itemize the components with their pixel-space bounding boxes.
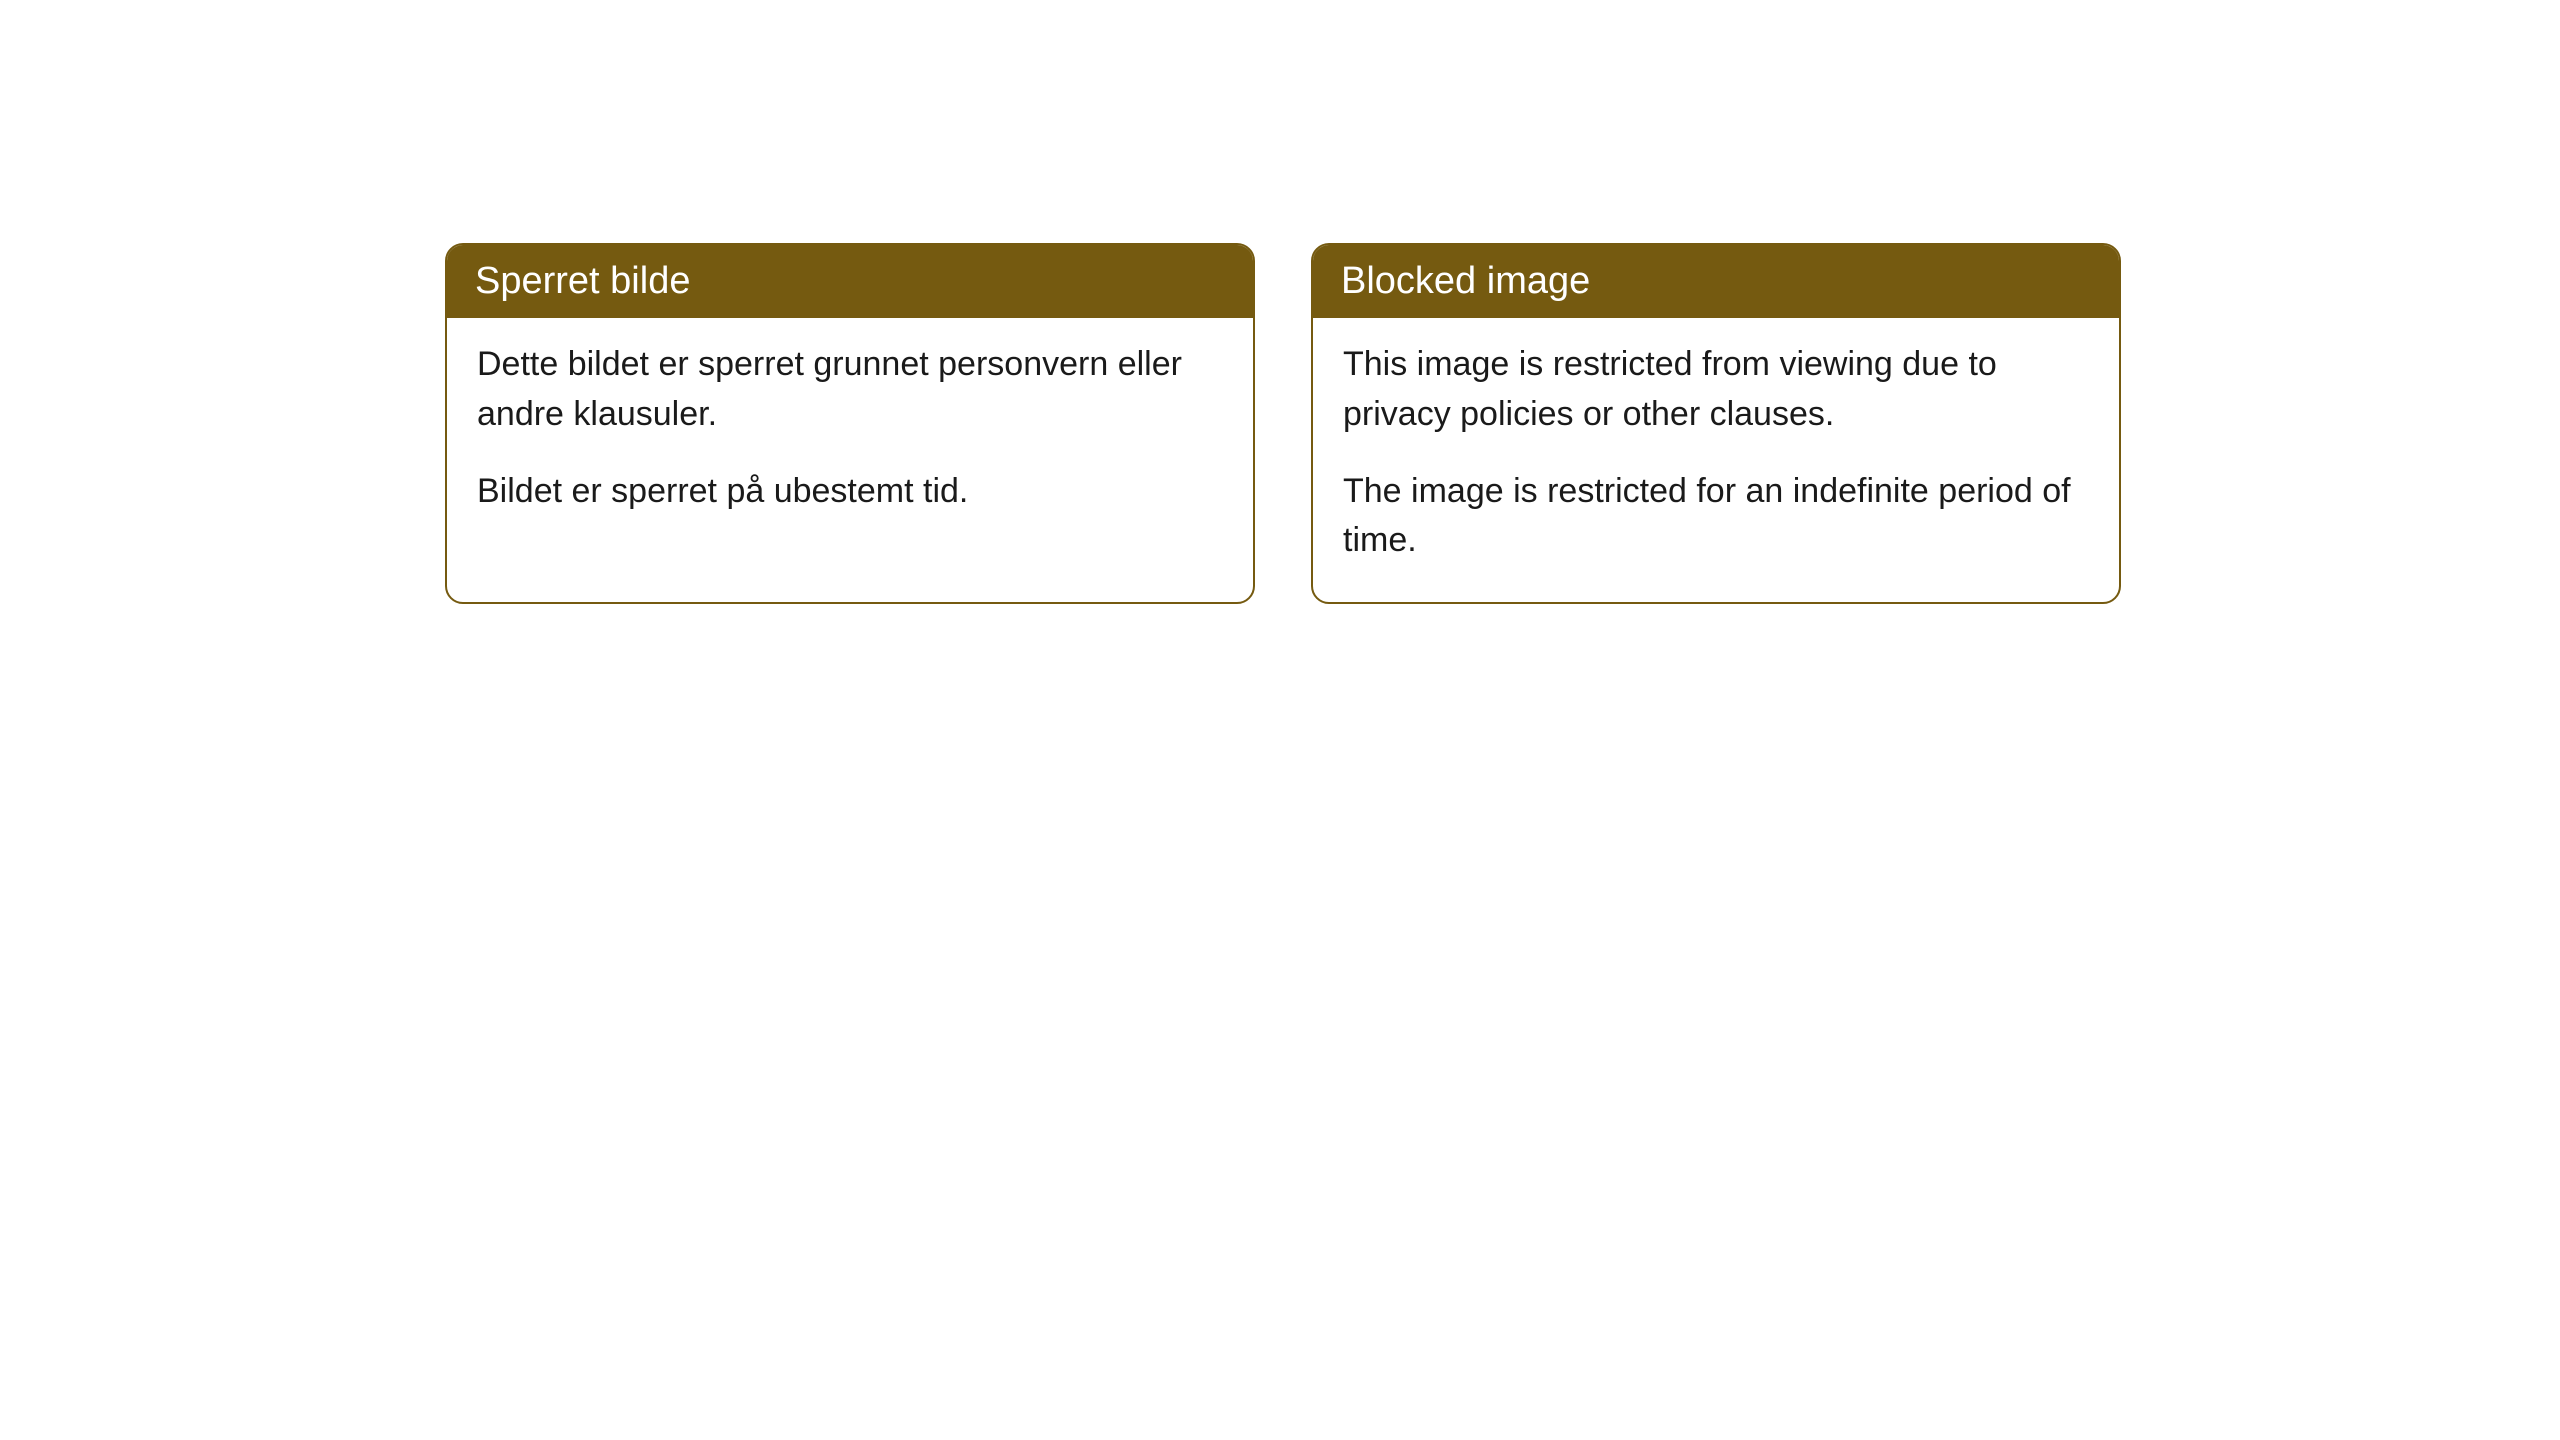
card-title-norwegian: Sperret bilde: [475, 260, 690, 302]
card-paragraph-2-norwegian: Bildet er sperret på ubestemt tid.: [477, 467, 1223, 516]
blocked-image-card-norwegian: Sperret bilde Dette bildet er sperret gr…: [445, 243, 1255, 604]
card-title-english: Blocked image: [1341, 260, 1590, 302]
card-body-english: This image is restricted from viewing du…: [1313, 318, 2119, 601]
blocked-image-card-english: Blocked image This image is restricted f…: [1311, 243, 2121, 604]
card-body-norwegian: Dette bildet er sperret grunnet personve…: [447, 318, 1253, 552]
card-paragraph-1-norwegian: Dette bildet er sperret grunnet personve…: [477, 340, 1223, 439]
card-paragraph-1-english: This image is restricted from viewing du…: [1343, 340, 2089, 439]
card-paragraph-2-english: The image is restricted for an indefinit…: [1343, 467, 2089, 566]
card-header-norwegian: Sperret bilde: [447, 245, 1253, 318]
notice-cards-container: Sperret bilde Dette bildet er sperret gr…: [445, 243, 2121, 604]
card-header-english: Blocked image: [1313, 245, 2119, 318]
